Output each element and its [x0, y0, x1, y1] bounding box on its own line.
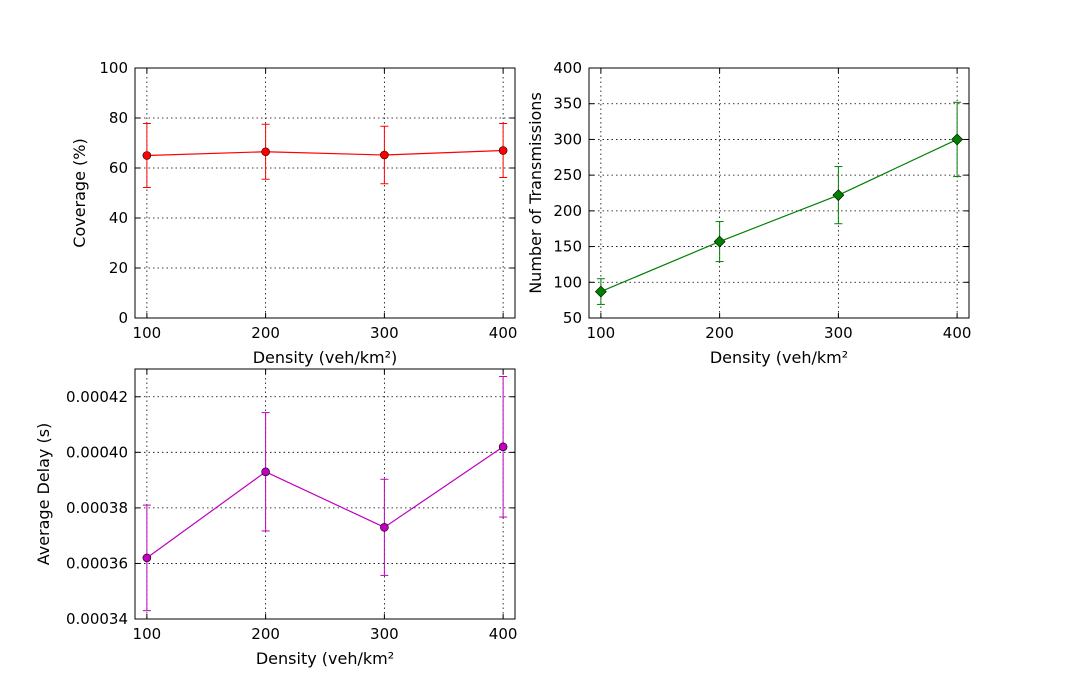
y-tick-label: 0.00040 — [66, 443, 128, 461]
data-point — [261, 467, 270, 477]
y-tick-label: 0.00038 — [66, 499, 128, 517]
y-tick-label: 100 — [99, 59, 128, 77]
y-tick-label: 150 — [553, 238, 582, 256]
data-point — [951, 133, 964, 146]
plot-frame — [134, 368, 516, 620]
x-tick-label: 200 — [251, 625, 280, 643]
x-tick-label: 200 — [251, 324, 280, 342]
y-tick-label: 0.00034 — [66, 610, 128, 628]
y-tick-label: 0.00042 — [66, 388, 128, 406]
plot-frame — [588, 67, 970, 319]
chart-panel-3: 100 200 300 400 0.00034 0.00036 0.00038 0.00040… — [34, 368, 518, 668]
data-point — [142, 151, 152, 160]
y-tick-label: 0.00036 — [66, 554, 128, 572]
data-point — [713, 235, 726, 248]
data-point — [380, 523, 389, 532]
y-tick-label: 350 — [553, 95, 582, 113]
x-tick-label: 400 — [489, 324, 518, 342]
x-tick-label: 200 — [705, 324, 734, 342]
x-tick-label: 300 — [370, 324, 399, 342]
x-tick-label: 100 — [133, 324, 162, 342]
series-line — [146, 446, 504, 559]
y-axis-label: Average Delay (s) — [34, 423, 53, 566]
x-tick-label: 300 — [370, 625, 399, 643]
plot-frame — [134, 67, 516, 319]
y-tick-label: 20 — [109, 259, 128, 277]
data-point — [498, 442, 508, 452]
y-tick-label: 0 — [118, 309, 128, 327]
data-point — [142, 553, 152, 563]
data-point — [380, 150, 389, 160]
series-line — [146, 149, 504, 157]
y-tick-label: 250 — [553, 166, 582, 184]
x-tick-label: 400 — [489, 625, 518, 643]
y-axis-label: Number of Transmissions — [526, 92, 545, 294]
series-line — [600, 138, 958, 293]
y-tick-label: 100 — [553, 273, 582, 291]
data-point — [832, 189, 845, 202]
data-point — [594, 285, 607, 298]
x-axis-label: Density (veh/km²) — [253, 348, 398, 367]
chart-panel-2: 100 200 300 400 50 100 150 200 250 300 350 400 Densi… — [526, 59, 971, 367]
x-tick-label: 100 — [587, 324, 616, 342]
y-tick-label: 40 — [109, 209, 128, 227]
y-axis-label: Coverage (%) — [70, 138, 89, 247]
x-tick-label: 100 — [133, 625, 162, 643]
chart-panel-1: 100 200 300 400 0 20 40 60 80 100 Density (veh/km²… — [70, 59, 517, 367]
y-tick-label: 200 — [553, 202, 582, 220]
x-tick-label: 400 — [943, 324, 972, 342]
x-tick-label: 300 — [824, 324, 853, 342]
data-point — [261, 147, 270, 157]
y-tick-label: 400 — [553, 59, 582, 77]
x-axis-label: Density (veh/km² — [256, 649, 394, 668]
y-tick-label: 80 — [109, 109, 128, 127]
data-point — [498, 146, 508, 155]
x-axis-label: Density (veh/km² — [710, 348, 848, 367]
y-tick-label: 300 — [553, 130, 582, 148]
y-tick-label: 50 — [563, 309, 582, 327]
y-tick-label: 60 — [109, 159, 128, 177]
